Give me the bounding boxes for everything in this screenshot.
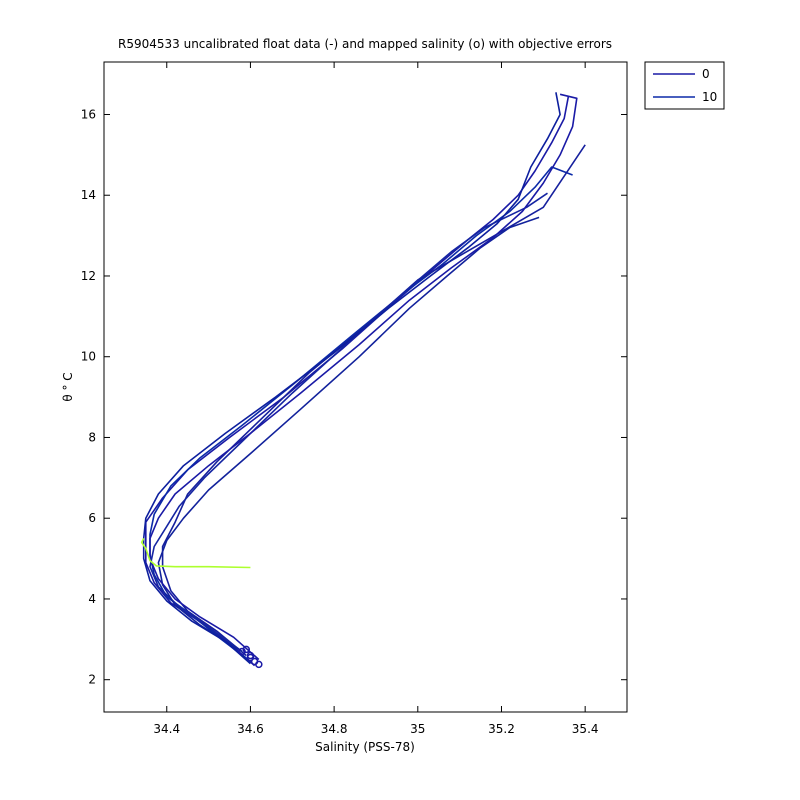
data-point: [255, 660, 263, 669]
y-tick-label: 14: [81, 188, 96, 202]
y-tick-label: 10: [81, 350, 96, 364]
y-axis-label: θ ° C: [61, 372, 75, 401]
x-tick-label: 35.4: [572, 722, 599, 736]
x-axis-label: Salinity (PSS-78): [315, 740, 415, 754]
x-tick-label: 34.6: [237, 722, 264, 736]
series-line: [149, 192, 548, 653]
data-point: [238, 647, 246, 656]
series-line: [161, 144, 586, 657]
legend-box: [644, 61, 725, 110]
x-tick-label: 34.8: [321, 722, 348, 736]
series-line: [142, 92, 561, 665]
y-tick-label: 6: [88, 511, 96, 525]
chart-title: R5904533 uncalibrated float data (-) and…: [118, 37, 612, 51]
x-tick-label: 34.4: [153, 722, 180, 736]
y-tick-label: 16: [81, 107, 96, 121]
data-point: [246, 653, 255, 662]
data-point: [242, 645, 251, 654]
x-tick-label: 35.2: [488, 722, 515, 736]
x-tick-label: 35: [410, 722, 425, 736]
series-line: [149, 93, 578, 661]
legend-label: 0: [702, 67, 710, 81]
plot-frame: [103, 61, 628, 713]
series-layer: [140, 92, 586, 669]
legend: 0 10: [644, 61, 725, 110]
y-tick-label: 8: [88, 430, 96, 444]
y-tick-label: 12: [81, 269, 96, 283]
series-line: [157, 216, 540, 651]
series-line: [140, 538, 251, 569]
legend-label: 10: [702, 90, 717, 104]
series-line: [145, 96, 570, 667]
y-tick-label: 2: [88, 673, 96, 687]
y-tick-label: 4: [88, 592, 96, 606]
axis-ticks: 34.4 34.6 34.8 35 35.2 35.4 2 4 6 8 10 12 14 16: [81, 62, 627, 736]
